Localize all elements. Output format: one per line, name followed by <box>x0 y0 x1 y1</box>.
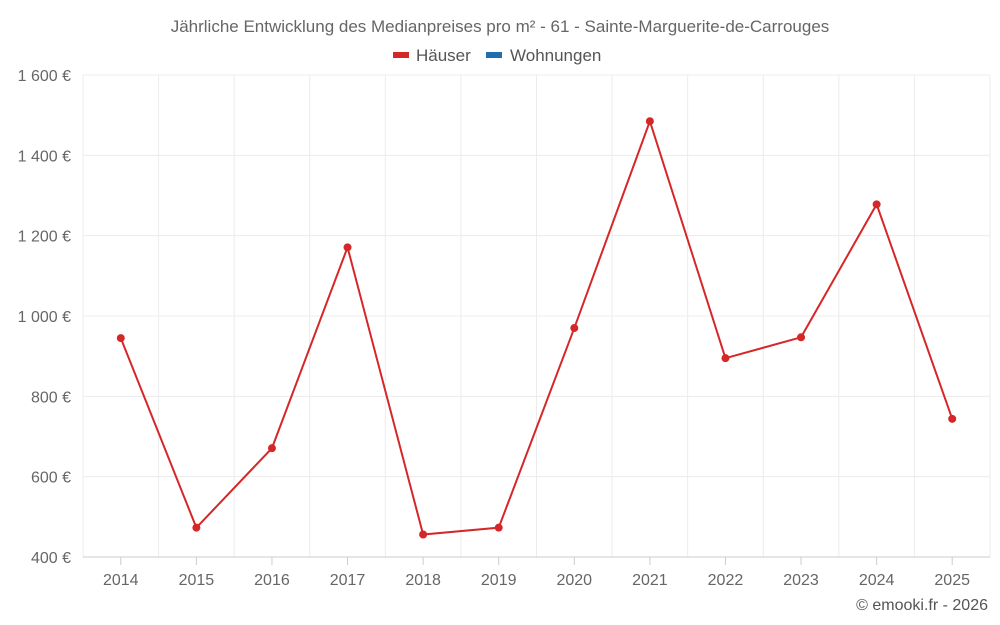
y-axis-ticks: 400 € 600 € 800 € 1 000 € 1 200 € 1 400 € 1 60… <box>18 68 71 567</box>
x-tick-label: 2017 <box>330 572 366 589</box>
x-tick-label: 2025 <box>934 572 970 589</box>
x-tick-label: 2014 <box>103 572 139 589</box>
chart-title: Jährliche Entwicklung des Medianpreises … <box>171 17 830 36</box>
data-point-houses-2014[interactable] <box>116 334 125 343</box>
data-point-houses-2020[interactable] <box>570 324 579 333</box>
data-point-houses-2019[interactable] <box>494 523 503 532</box>
y-tick-label: 400 € <box>31 550 71 567</box>
series-points-houses <box>116 117 957 539</box>
x-axis-ticks: 2014 2015 2016 2017 2018 2019 2020 2021 2022 2023… <box>103 557 970 589</box>
data-point-houses-2024[interactable] <box>872 200 881 209</box>
data-point-houses-2023[interactable] <box>797 333 806 342</box>
data-point-houses-2025[interactable] <box>948 414 957 423</box>
y-tick-label: 1 600 € <box>18 68 71 85</box>
data-point-houses-2022[interactable] <box>721 354 730 363</box>
legend-swatch-houses <box>393 52 409 58</box>
y-tick-label: 800 € <box>31 389 71 406</box>
legend-label-houses: Häuser <box>416 46 471 65</box>
data-point-houses-2017[interactable] <box>343 243 352 252</box>
y-tick-label: 1 000 € <box>18 309 71 326</box>
series-line-houses <box>119 118 954 536</box>
credit-text: © emooki.fr - 2026 <box>856 597 988 614</box>
legend-swatch-apartments <box>486 52 502 58</box>
x-gridlines <box>82 75 991 557</box>
x-tick-label: 2016 <box>254 572 290 589</box>
x-tick-label: 2024 <box>859 572 895 589</box>
x-tick-label: 2018 <box>405 572 441 589</box>
legend-item-houses[interactable]: Häuser <box>393 46 471 65</box>
y-tick-label: 1 200 € <box>18 229 71 246</box>
legend-item-apartments[interactable]: Wohnungen <box>486 46 601 65</box>
x-tick-label: 2020 <box>556 572 592 589</box>
data-point-houses-2016[interactable] <box>267 444 276 453</box>
y-tick-label: 600 € <box>31 470 71 487</box>
legend: Häuser Wohnungen <box>393 46 601 65</box>
x-tick-label: 2022 <box>708 572 744 589</box>
data-point-houses-2021[interactable] <box>645 117 654 126</box>
x-tick-label: 2023 <box>783 572 819 589</box>
legend-label-apartments: Wohnungen <box>510 46 601 65</box>
y-tick-label: 1 400 € <box>18 148 71 165</box>
x-tick-label: 2015 <box>179 572 215 589</box>
data-point-houses-2015[interactable] <box>192 523 201 532</box>
x-tick-label: 2019 <box>481 572 517 589</box>
x-tick-label: 2021 <box>632 572 668 589</box>
data-point-houses-2018[interactable] <box>419 530 428 539</box>
